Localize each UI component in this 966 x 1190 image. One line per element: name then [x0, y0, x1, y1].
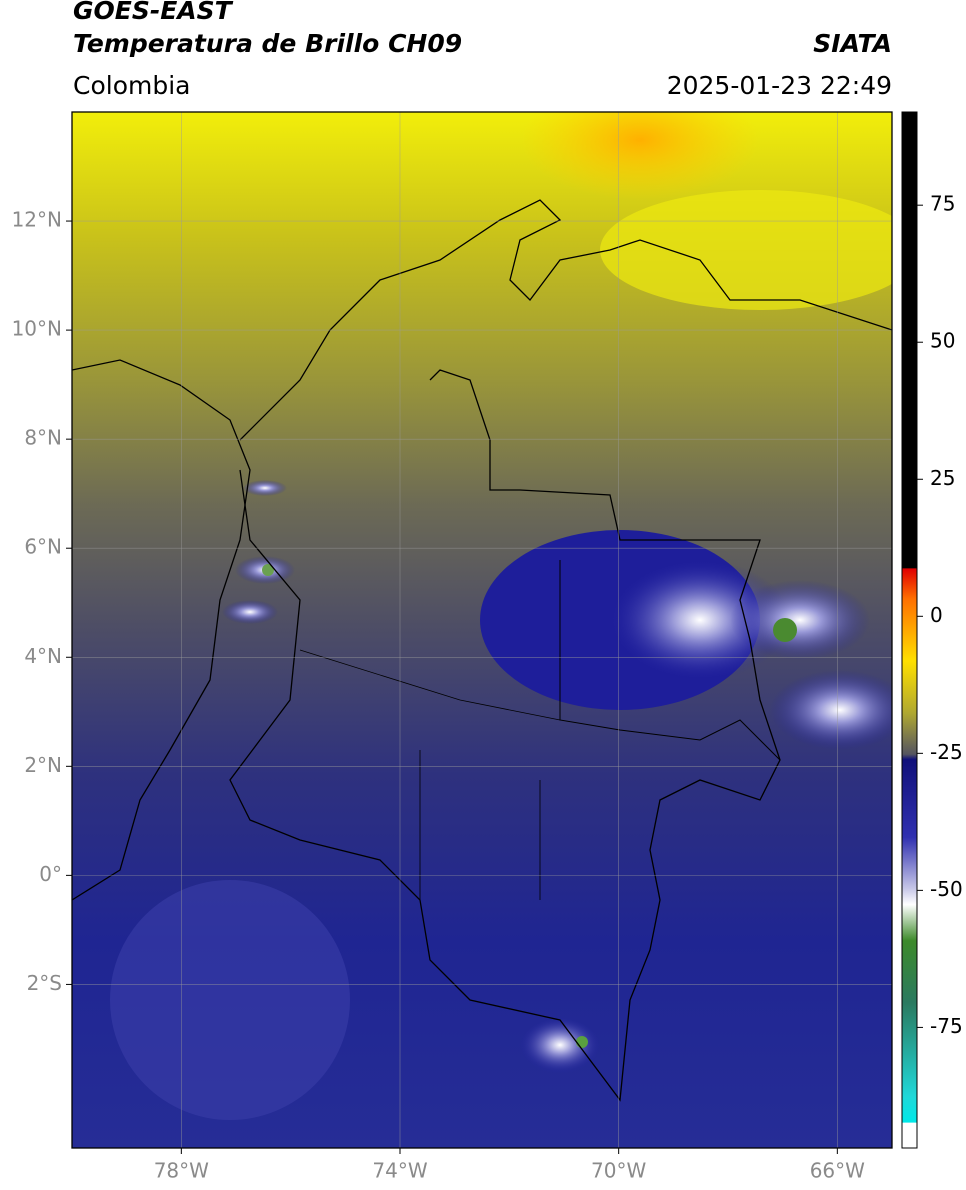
y-tick-label: 10°N — [12, 317, 62, 341]
colorbar-tick-label: 50 — [930, 329, 955, 353]
colorbar-tick-label: 0 — [930, 603, 943, 627]
y-tick-label: 8°N — [24, 426, 62, 450]
x-tick-label: 74°W — [372, 1159, 427, 1183]
x-tick-label: 78°W — [154, 1159, 209, 1183]
y-tick-label: 12°N — [12, 208, 62, 232]
colorbar-tick-label: -50 — [930, 877, 963, 901]
x-tick-label: 66°W — [810, 1159, 865, 1183]
colorbar-tick-label: 25 — [930, 466, 955, 490]
datetime: 2025-01-23 22:49 — [667, 71, 892, 100]
map-frame — [71, 111, 893, 1149]
x-tick-label: 70°W — [591, 1159, 646, 1183]
colorbar-tick-label: -75 — [930, 1014, 963, 1038]
source: SIATA — [813, 29, 892, 58]
title: GOES-EAST — [73, 0, 234, 25]
colorbar — [901, 111, 918, 1149]
y-tick-label: 2°N — [24, 753, 62, 777]
satellite-image — [72, 112, 892, 1148]
y-tick-label: 0° — [39, 862, 62, 886]
colorbar-tick-label: -25 — [930, 740, 963, 764]
y-tick-label: 4°N — [24, 644, 62, 668]
subtitle: Temperatura de Brillo CH09 — [73, 29, 462, 58]
colorbar-tick-label: 75 — [930, 192, 955, 216]
y-tick-label: 6°N — [24, 535, 62, 559]
y-tick-label: 2°S — [27, 971, 62, 995]
region: Colombia — [73, 71, 190, 100]
